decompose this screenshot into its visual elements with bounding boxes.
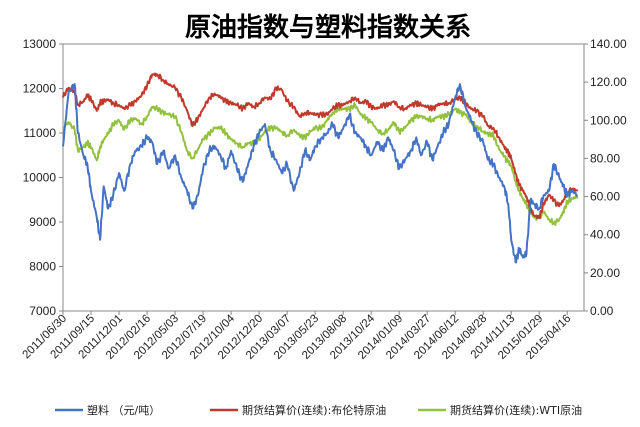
y-right-tick-label: 80.00 — [590, 151, 620, 165]
legend-label-2: 期货结算价(连续):WTI原油 — [450, 403, 582, 417]
y-right-tick-label: 120.00 — [590, 75, 627, 89]
y-left-tick-label: 11000 — [24, 126, 57, 140]
legend-label-1: 期货结算价(连续):布伦特原油 — [242, 403, 386, 417]
y-left-tick-label: 8000 — [29, 260, 56, 274]
y-left-tick-label: 7000 — [29, 304, 56, 318]
legend: 塑料 （元/吨） 期货结算价(连续):布伦特原油 期货结算价(连续):WTI原油 — [55, 403, 582, 417]
chart-title: 原油指数与塑料指数关系 — [185, 13, 471, 43]
y-left-axis: 7000 8000 9000 10000 11000 12000 13000 — [23, 37, 63, 318]
y-left-tick-label: 10000 — [23, 171, 57, 185]
series-lines — [62, 72, 579, 264]
x-axis: 2011/06/302011/09/152011/12/012012/02/16… — [21, 311, 573, 362]
y-right-tick-label: 100.00 — [590, 113, 627, 127]
y-right-tick-label: 140.00 — [590, 37, 627, 51]
y-right-axis: 0.00 20.00 40.00 60.00 80.00 100.00 120.00 140.… — [584, 37, 627, 318]
y-left-tick-label: 9000 — [29, 215, 56, 229]
legend-label-0: 塑料 （元/吨） — [87, 403, 160, 417]
y-right-tick-label: 60.00 — [590, 190, 620, 204]
y-right-tick-label: 40.00 — [590, 228, 620, 242]
y-left-tick-label: 12000 — [23, 82, 57, 96]
plot-border — [62, 43, 585, 312]
plot-area — [62, 43, 585, 312]
series-line-0 — [62, 83, 579, 264]
y-left-tick-label: 13000 — [23, 37, 57, 51]
series-line-2 — [62, 102, 579, 226]
series-line-1 — [62, 72, 579, 220]
y-right-tick-label: 0.00 — [590, 304, 614, 318]
y-right-tick-label: 20.00 — [590, 266, 620, 280]
